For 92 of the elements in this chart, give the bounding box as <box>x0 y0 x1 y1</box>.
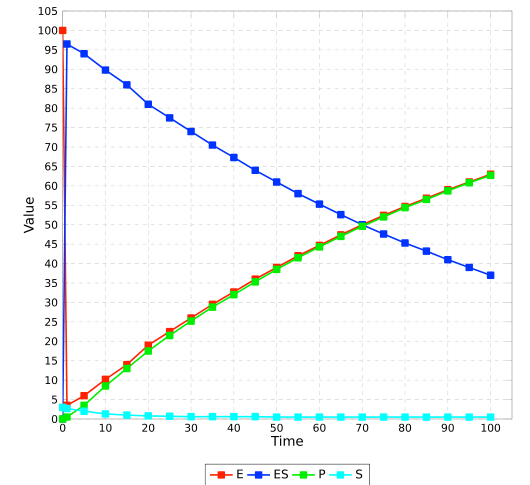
point <box>444 256 452 264</box>
y-tick-label: 80 <box>45 104 58 112</box>
y-tick-label: 10 <box>46 376 58 384</box>
x-tick-label: 40 <box>228 424 240 432</box>
y-tick-label: 20 <box>45 337 58 346</box>
x-tick-label: 60 <box>313 424 326 432</box>
x-tick-label: 50 <box>270 424 283 432</box>
point <box>337 210 345 218</box>
x-tick-label: 30 <box>185 424 198 432</box>
x-tick-label: 100 <box>482 424 500 432</box>
point <box>166 114 174 122</box>
x-tick-label: 70 <box>356 424 368 432</box>
point <box>252 278 259 286</box>
point <box>272 413 280 421</box>
x-tick-label: 20 <box>142 424 154 432</box>
point <box>187 128 195 136</box>
y-tick-label: 85 <box>45 84 58 93</box>
y-tick-label: 100 <box>38 26 58 34</box>
point <box>187 317 195 325</box>
x-axis-title: Time <box>270 436 303 446</box>
point <box>187 412 195 420</box>
point <box>208 303 216 311</box>
point <box>144 100 152 108</box>
point <box>102 66 110 74</box>
y-tick-label: 5 <box>52 396 58 404</box>
point <box>166 332 174 340</box>
point <box>230 290 238 298</box>
y-tick-label: 50 <box>45 220 58 229</box>
point <box>337 413 345 421</box>
point <box>380 413 388 421</box>
y-tick-label: 40 <box>44 260 58 268</box>
point <box>123 81 131 89</box>
point <box>166 412 174 420</box>
x-tick-label: 10 <box>100 424 112 432</box>
y-tick-label: 0 <box>52 414 58 424</box>
point <box>80 50 88 58</box>
point <box>144 412 152 420</box>
point <box>144 347 152 355</box>
point <box>465 264 473 272</box>
point <box>272 178 280 186</box>
y-tick-label: 95 <box>45 46 58 54</box>
point <box>63 40 71 48</box>
y-tick-label: 105 <box>38 6 58 16</box>
point <box>358 413 366 421</box>
point <box>208 141 216 149</box>
y-tick-label: 35 <box>45 278 58 288</box>
y-tick-label: 60 <box>45 182 58 190</box>
point <box>252 412 259 420</box>
point <box>444 413 452 421</box>
point <box>316 200 324 208</box>
point <box>422 413 430 421</box>
y-tick-label: 75 <box>45 124 58 132</box>
point <box>230 154 238 162</box>
x-tick-label: 90 <box>442 424 454 432</box>
x-tick-label: 80 <box>398 424 412 432</box>
point <box>486 413 494 421</box>
point <box>123 364 131 372</box>
point <box>63 413 71 421</box>
y-axis-title: Value <box>23 197 34 234</box>
point <box>80 407 88 415</box>
point <box>316 413 324 421</box>
y-tick-label: 25 <box>45 318 58 326</box>
point <box>58 26 66 34</box>
y-tick-label: 45 <box>44 240 58 248</box>
legend-label: S <box>356 469 362 479</box>
point <box>63 404 71 412</box>
y-tick-label: 65 <box>45 162 58 170</box>
point <box>465 413 473 421</box>
point <box>102 376 110 384</box>
y-tick-label: 90 <box>45 65 58 74</box>
point <box>208 412 216 420</box>
x-tick-label: 0 <box>60 424 66 432</box>
point <box>102 410 110 418</box>
legend-label: P <box>320 470 326 478</box>
point <box>401 239 409 247</box>
point <box>294 190 302 198</box>
point <box>380 230 388 238</box>
point <box>401 413 409 421</box>
point <box>123 411 131 419</box>
point <box>252 166 259 174</box>
point <box>422 247 430 255</box>
legend-label: ES <box>274 469 288 479</box>
point <box>102 382 110 390</box>
y-tick-label: 30 <box>45 298 58 306</box>
y-tick-label: 55 <box>45 201 58 210</box>
y-tick-label: 70 <box>45 142 58 152</box>
legend-label: E <box>237 470 243 478</box>
point <box>294 413 302 421</box>
point <box>486 271 494 279</box>
point <box>230 412 238 420</box>
y-tick-label: 15 <box>46 356 58 365</box>
point <box>80 392 88 400</box>
